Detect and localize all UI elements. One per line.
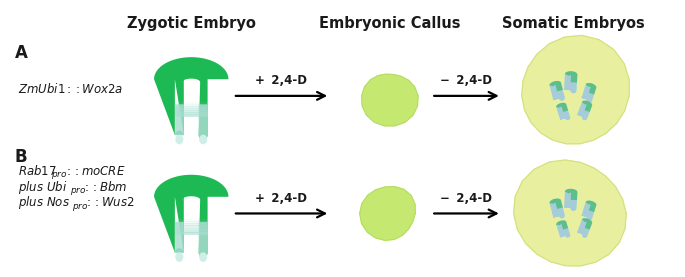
Polygon shape xyxy=(175,104,184,135)
Polygon shape xyxy=(175,112,208,115)
Polygon shape xyxy=(175,221,208,224)
Text: $\mathit{ZmUbi1::Wox2a}$: $\mathit{ZmUbi1::Wox2a}$ xyxy=(18,82,123,96)
Polygon shape xyxy=(175,219,208,222)
Polygon shape xyxy=(582,201,597,221)
Text: B: B xyxy=(14,148,27,166)
Polygon shape xyxy=(175,227,208,230)
Polygon shape xyxy=(556,103,570,120)
Text: Somatic Embryos: Somatic Embryos xyxy=(501,17,645,32)
Polygon shape xyxy=(175,114,208,117)
Polygon shape xyxy=(175,232,208,235)
Text: +  2,4-D: + 2,4-D xyxy=(256,192,308,205)
Polygon shape xyxy=(175,106,208,109)
Polygon shape xyxy=(514,160,626,266)
Text: $\mathit{::Bbm}$: $\mathit{::Bbm}$ xyxy=(82,180,127,194)
Ellipse shape xyxy=(175,135,184,144)
Polygon shape xyxy=(549,81,565,101)
Polygon shape xyxy=(556,220,570,238)
Polygon shape xyxy=(549,199,563,209)
Text: A: A xyxy=(14,44,27,62)
Polygon shape xyxy=(522,35,630,144)
Text: $\mathit{plus\ Ubi}$: $\mathit{plus\ Ubi}$ xyxy=(18,178,67,196)
Polygon shape xyxy=(175,225,208,228)
Ellipse shape xyxy=(175,252,184,262)
Polygon shape xyxy=(175,223,208,226)
Polygon shape xyxy=(556,103,568,112)
Text: Embryonic Callus: Embryonic Callus xyxy=(319,17,460,32)
Polygon shape xyxy=(175,110,208,113)
Polygon shape xyxy=(586,83,597,94)
Polygon shape xyxy=(199,104,208,140)
Text: $\mathit{plus\ Nos}$: $\mathit{plus\ Nos}$ xyxy=(18,194,70,211)
Polygon shape xyxy=(362,74,418,126)
Text: $\mathit{::Wus2}$: $\mathit{::Wus2}$ xyxy=(84,196,135,209)
Polygon shape xyxy=(582,101,592,112)
Polygon shape xyxy=(577,101,592,120)
Polygon shape xyxy=(564,71,577,93)
Polygon shape xyxy=(360,187,415,240)
Polygon shape xyxy=(175,104,208,107)
Polygon shape xyxy=(582,83,597,103)
Text: $\mathit{::moCRE}$: $\mathit{::moCRE}$ xyxy=(64,165,126,178)
Text: $\mathit{pro}$: $\mathit{pro}$ xyxy=(51,169,68,181)
Polygon shape xyxy=(175,102,208,104)
Polygon shape xyxy=(154,57,228,140)
Polygon shape xyxy=(564,189,577,211)
Polygon shape xyxy=(154,175,228,257)
Polygon shape xyxy=(582,218,592,230)
Text: $\mathit{pro}$: $\mathit{pro}$ xyxy=(71,185,87,197)
Polygon shape xyxy=(175,108,208,111)
Ellipse shape xyxy=(199,252,207,262)
Text: −  2,4-D: − 2,4-D xyxy=(440,192,493,205)
Polygon shape xyxy=(549,199,565,219)
Polygon shape xyxy=(175,230,208,233)
Polygon shape xyxy=(199,222,208,257)
Text: $\mathit{Rab17}$: $\mathit{Rab17}$ xyxy=(18,164,56,178)
Polygon shape xyxy=(577,218,592,238)
Polygon shape xyxy=(565,71,577,83)
Ellipse shape xyxy=(199,135,207,144)
Text: Zygotic Embryo: Zygotic Embryo xyxy=(127,17,256,32)
Polygon shape xyxy=(565,189,577,200)
Polygon shape xyxy=(556,220,568,230)
Text: $\mathit{pro}$: $\mathit{pro}$ xyxy=(72,201,89,213)
Text: +  2,4-D: + 2,4-D xyxy=(256,74,308,87)
Polygon shape xyxy=(586,201,597,212)
Polygon shape xyxy=(549,81,563,91)
Text: −  2,4-D: − 2,4-D xyxy=(440,74,493,87)
Polygon shape xyxy=(175,222,184,253)
